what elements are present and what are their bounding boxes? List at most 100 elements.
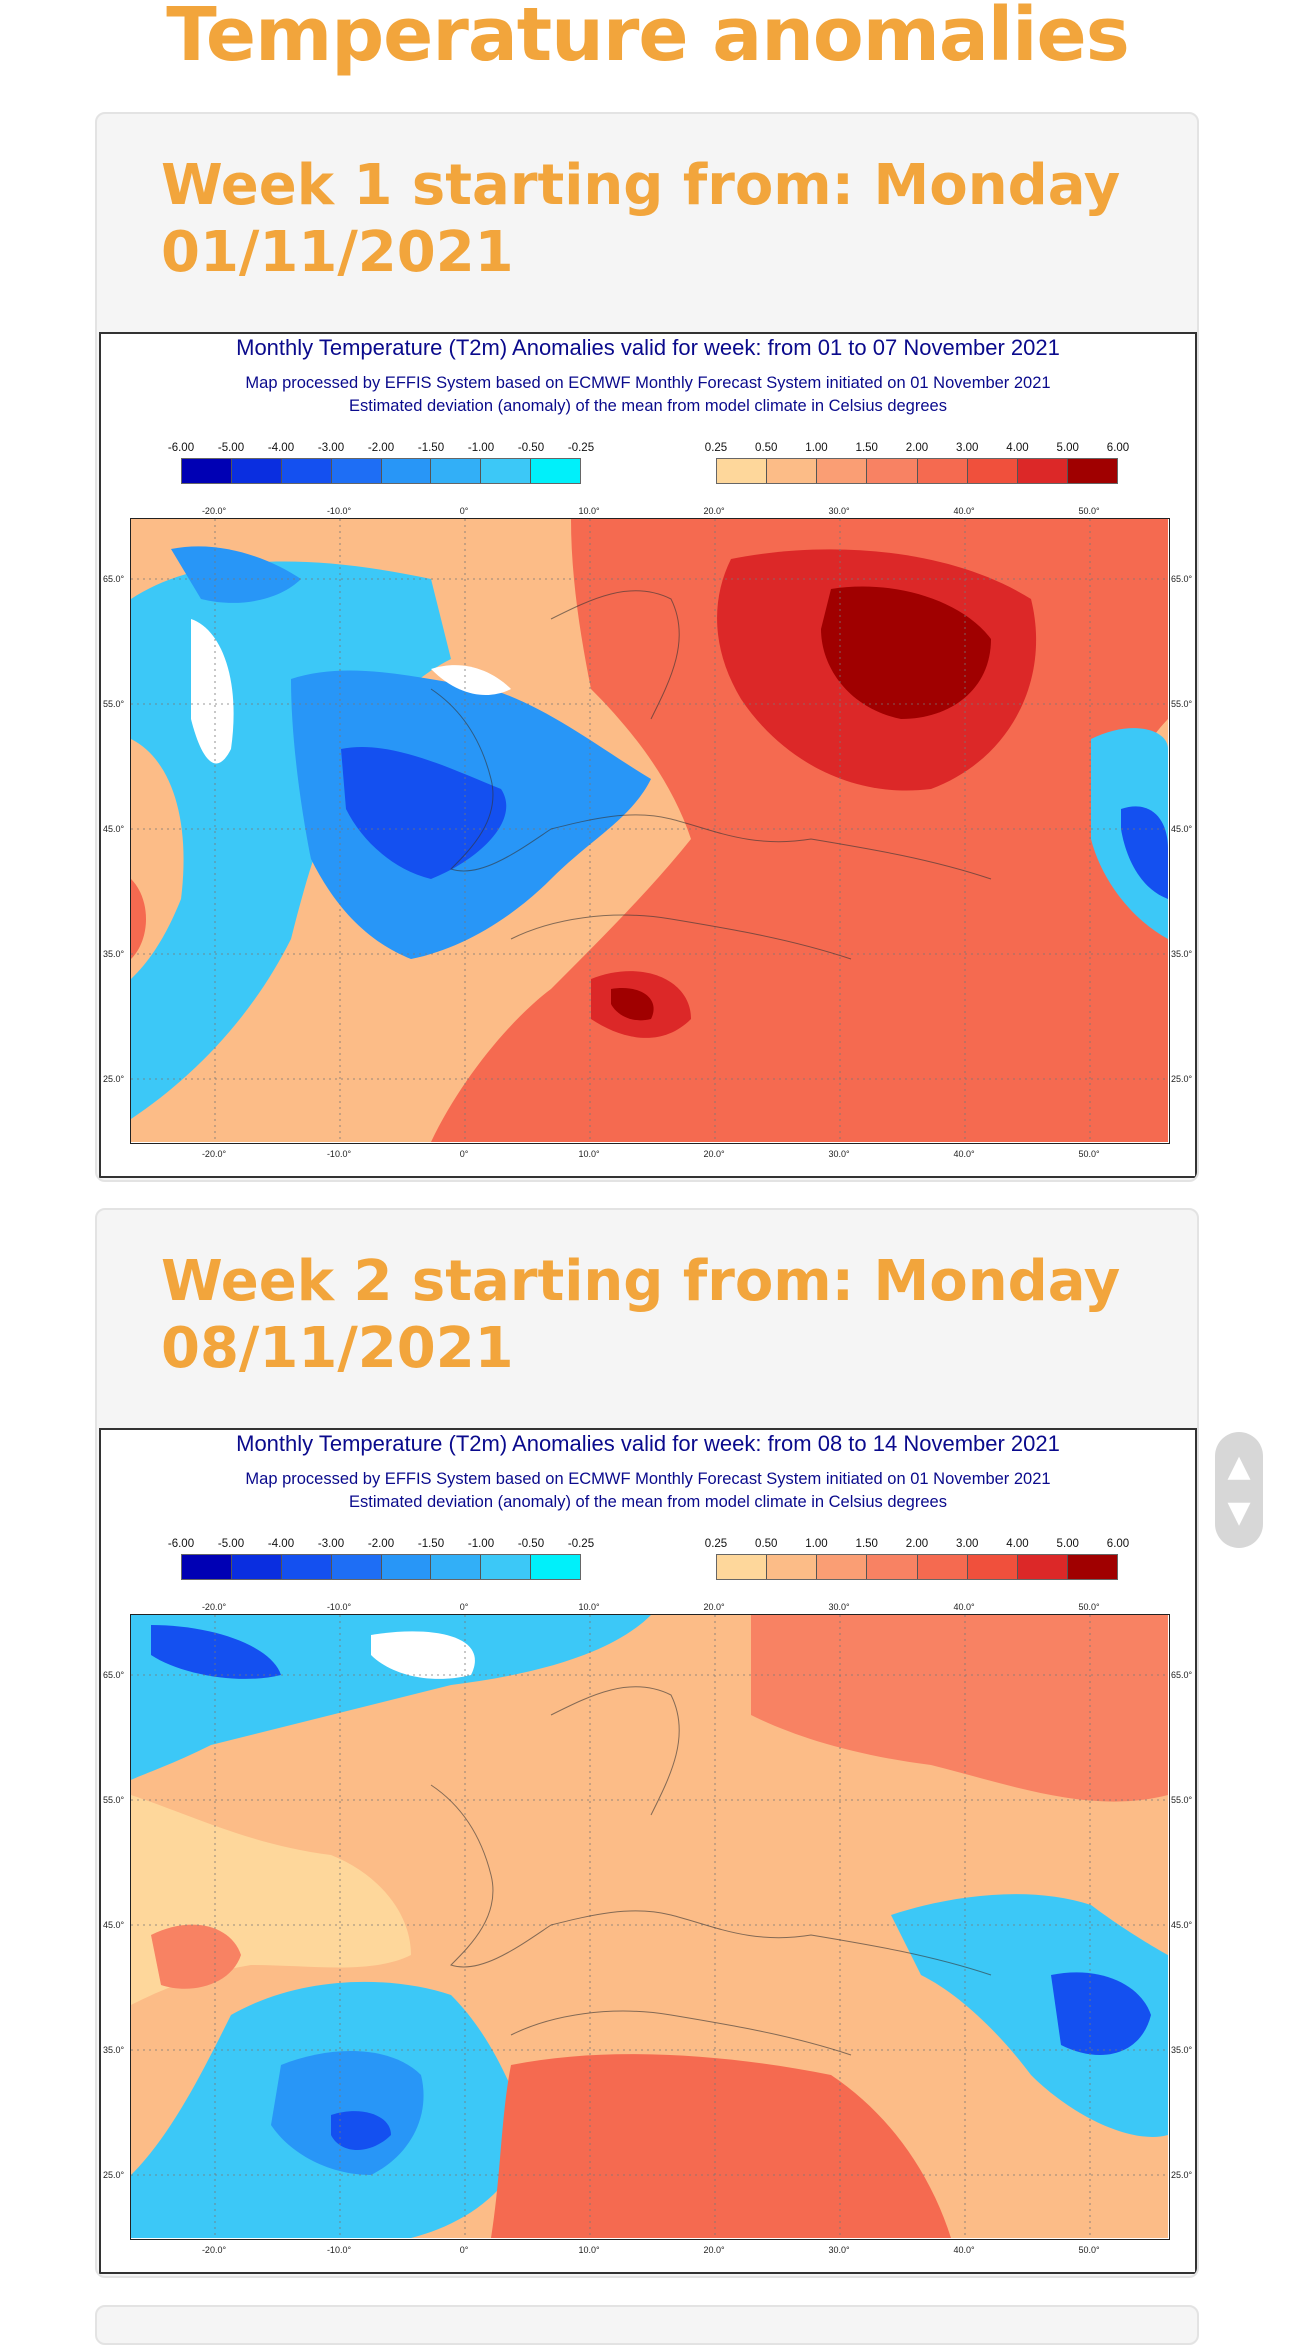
legend-tick: -6.00 <box>167 442 195 454</box>
lon-label: 40.0° <box>953 1602 975 1612</box>
legend-tick: 4.00 <box>1006 1538 1029 1550</box>
scroll-down-icon[interactable]: ▼ <box>1227 1494 1251 1530</box>
legend-swatch <box>867 1555 918 1579</box>
legend-tick: -5.00 <box>217 1538 245 1550</box>
legend-swatch <box>481 459 532 483</box>
lon-label: 40.0° <box>953 2245 975 2255</box>
lon-label: 50.0° <box>1078 506 1100 516</box>
lon-label: 20.0° <box>703 2245 725 2255</box>
lon-label: -20.0° <box>201 506 227 516</box>
week-card: Week 1 starting from: Monday 01/11/2021 … <box>95 112 1199 1182</box>
lon-label: 30.0° <box>828 1602 850 1612</box>
lon-label: 20.0° <box>703 506 725 516</box>
lon-label: -10.0° <box>326 1149 352 1159</box>
lon-label: -10.0° <box>326 1602 352 1612</box>
legend-tick: 2.00 <box>905 1538 929 1550</box>
figure-subtitle: Map processed by EFFIS System based on E… <box>245 374 1051 392</box>
legend-swatch <box>717 459 768 483</box>
legend-tick: 6.00 <box>1106 1538 1130 1550</box>
legend-tick: -0.25 <box>567 442 595 454</box>
lon-label: -20.0° <box>201 2245 227 2255</box>
legend-tick: -1.00 <box>467 442 495 454</box>
legend-tick: 5.00 <box>1056 1538 1079 1550</box>
week-title: Week 1 starting from: Monday 01/11/2021 <box>161 153 1121 285</box>
legend-tick: 4.00 <box>1006 442 1029 454</box>
lat-label: 65.0° <box>103 574 125 584</box>
legend-tick: -3.00 <box>317 1538 345 1550</box>
lon-label: 0° <box>459 1602 469 1612</box>
lon-label: 20.0° <box>703 1149 725 1159</box>
legend-swatch <box>231 1555 282 1579</box>
lat-label: 55.0° <box>103 699 125 709</box>
legend-tick: -4.00 <box>267 442 295 454</box>
anomaly-map-graphic <box>131 1615 1168 2238</box>
figure-title: Monthly Temperature (T2m) Anomalies vali… <box>236 335 1060 360</box>
legend-swatch <box>331 459 382 483</box>
lat-label: 25.0° <box>1171 2170 1193 2180</box>
legend-swatch <box>431 459 482 483</box>
legend-tick: -0.50 <box>517 442 545 454</box>
lon-label: 0° <box>459 2245 469 2255</box>
legend-swatch <box>231 459 282 483</box>
lon-label: 10.0° <box>578 506 600 516</box>
legend-positive: 0.25 0.50 1.00 1.50 2.00 3.00 4.00 5.00 … <box>705 1538 1129 1580</box>
legend-swatch <box>917 459 968 483</box>
figure-title: Monthly Temperature (T2m) Anomalies vali… <box>236 1431 1060 1456</box>
lon-label: 10.0° <box>578 1149 600 1159</box>
legend-swatch <box>1067 1555 1117 1579</box>
legend-swatch <box>1067 459 1117 483</box>
lon-label: 40.0° <box>953 506 975 516</box>
lat-label: 45.0° <box>1171 1920 1193 1930</box>
lat-label: 25.0° <box>103 2170 125 2180</box>
legend-tick: 1.00 <box>805 1538 828 1550</box>
lat-label: 55.0° <box>1171 1795 1193 1805</box>
week-card-header: Week 2 starting from: Monday 08/11/2021 <box>97 1210 1197 1428</box>
legend-swatch <box>817 1555 868 1579</box>
legend-swatch <box>431 1555 482 1579</box>
week-card: Week 2 starting from: Monday 08/11/2021 … <box>95 1208 1199 2278</box>
legend-ticks: 0.25 0.50 1.00 1.50 2.00 3.00 4.00 5.00 … <box>705 442 1129 458</box>
legend-swatch <box>281 1555 332 1579</box>
lat-label: 25.0° <box>103 1074 125 1084</box>
legend-swatch <box>331 1555 382 1579</box>
anomaly-map-figure: Monthly Temperature (T2m) Anomalies vali… <box>99 332 1197 1178</box>
lat-label: 55.0° <box>103 1795 125 1805</box>
legend-swatch <box>867 459 918 483</box>
lon-label: 10.0° <box>578 1602 600 1612</box>
legend-swatch <box>182 1555 232 1579</box>
lon-label: 50.0° <box>1078 2245 1100 2255</box>
legend-swatch <box>281 459 332 483</box>
legend-tick: 0.25 <box>704 442 728 454</box>
lon-label: -20.0° <box>201 1149 227 1159</box>
legend-ticks: -6.00 -5.00 -4.00 -3.00 -2.00 -1.50 -1.0… <box>168 1538 594 1554</box>
anomaly-map-figure: Monthly Temperature (T2m) Anomalies vali… <box>99 1428 1197 2274</box>
lat-label: 45.0° <box>103 824 125 834</box>
lon-label: 30.0° <box>828 1149 850 1159</box>
page-title: Temperature anomalies <box>166 0 1130 78</box>
anomaly-map-graphic <box>131 519 1168 1142</box>
week-card-header: Week 1 starting from: Monday 01/11/2021 <box>97 114 1197 332</box>
legend-swatch <box>967 459 1018 483</box>
lat-label: 25.0° <box>1171 1074 1193 1084</box>
lon-label: 30.0° <box>828 2245 850 2255</box>
scroll-up-icon[interactable]: ▲ <box>1227 1448 1251 1484</box>
legend-tick: -1.50 <box>417 1538 445 1550</box>
legend-color-bar <box>181 1554 581 1580</box>
legend-tick: -3.00 <box>317 442 345 454</box>
lat-label: 45.0° <box>1171 824 1193 834</box>
legend-tick: 0.50 <box>755 1538 778 1550</box>
lat-label: 35.0° <box>103 2045 125 2055</box>
legend-swatch <box>767 1555 818 1579</box>
legend-tick: 1.00 <box>805 442 828 454</box>
legend-color-bar <box>181 458 581 484</box>
legend-swatch <box>182 459 232 483</box>
figure-subtitle: Estimated deviation (anomaly) of the mea… <box>349 1493 947 1511</box>
lon-label: 0° <box>459 1149 469 1159</box>
lon-label: -10.0° <box>326 506 352 516</box>
legend-swatch <box>531 459 580 483</box>
anomaly-map <box>130 1614 1170 2240</box>
lon-label: -10.0° <box>326 2245 352 2255</box>
legend-tick: 6.00 <box>1106 442 1130 454</box>
lon-label: 50.0° <box>1078 1602 1100 1612</box>
lat-label: 35.0° <box>1171 949 1193 959</box>
